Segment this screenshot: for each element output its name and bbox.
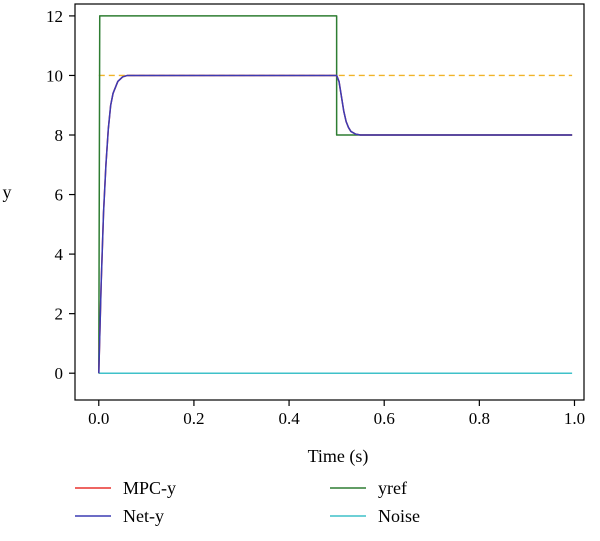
- y-tick-label: 0: [55, 364, 64, 383]
- data-series: [98, 15, 573, 374]
- plot-frame: [74, 3, 585, 401]
- x-tick-label: 0.8: [469, 409, 490, 428]
- y-tick-label: 4: [55, 245, 64, 264]
- x-tick-label: 0.4: [278, 409, 300, 428]
- legend-label-yref: yref: [378, 478, 407, 498]
- y-tick-label: 8: [55, 126, 64, 145]
- axis-ticks: 0.0 0.2 0.4 0.6 0.8 1.0 0 2 4 6 8 10 12: [46, 7, 585, 428]
- y-tick-label: 12: [46, 7, 63, 26]
- y-tick-label: 2: [55, 305, 64, 324]
- series-line-net-y: [98, 74, 573, 374]
- legend-label-mpc-y: MPC-y: [123, 478, 176, 498]
- x-tick-label: 0.0: [88, 409, 109, 428]
- series-line-yref: [98, 15, 573, 374]
- y-axis-label: y: [3, 182, 12, 202]
- x-tick-label: 1.0: [564, 409, 585, 428]
- x-tick-label: 0.6: [374, 409, 395, 428]
- x-axis-label: Time (s): [308, 446, 369, 467]
- x-tick-label: 0.2: [183, 409, 204, 428]
- legend: MPC-y Net-y yref Noise: [75, 478, 420, 526]
- series-line-mpc-y: [98, 74, 573, 374]
- y-tick-label: 10: [46, 66, 63, 85]
- y-tick-label: 6: [55, 186, 64, 205]
- legend-label-noise: Noise: [378, 506, 420, 526]
- plot-area-border: [74, 3, 585, 401]
- legend-label-net-y: Net-y: [123, 506, 164, 526]
